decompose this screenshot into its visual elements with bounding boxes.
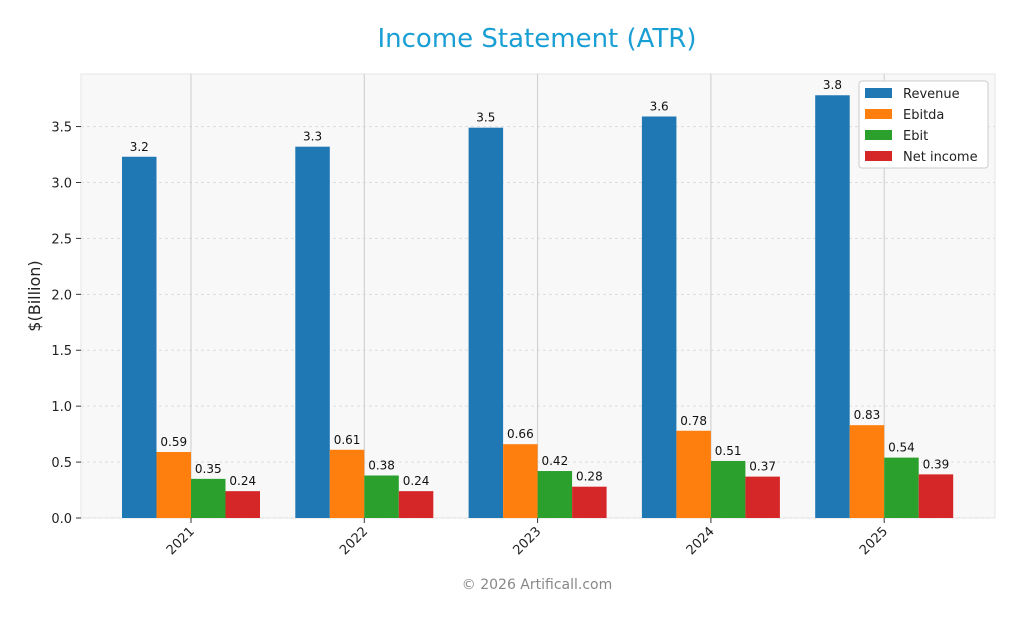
- y-tick-label: 0.5: [51, 456, 72, 471]
- bar-ebitda: [503, 444, 538, 518]
- x-tick-label: 2021: [164, 524, 198, 558]
- bar-revenue: [468, 127, 504, 518]
- data-label: 3.2: [130, 140, 149, 154]
- bar-ebitda: [676, 430, 711, 518]
- bar-net-income: [572, 486, 607, 518]
- footer-copyright: © 2026 Artificall.com: [462, 577, 612, 593]
- data-label: 0.66: [507, 427, 534, 441]
- legend: Revenue Ebitda Ebit Net income: [858, 80, 989, 169]
- legend-label: Revenue: [903, 87, 960, 102]
- bar-revenue: [641, 116, 677, 518]
- bar-ebitda: [849, 425, 885, 518]
- data-label: 0.37: [749, 460, 776, 474]
- bar-ebitda: [329, 449, 365, 518]
- data-label: 0.61: [334, 433, 361, 447]
- x-tick-label: 2023: [510, 524, 544, 558]
- data-label: 0.54: [888, 441, 915, 455]
- x-tick-label: 2022: [337, 524, 371, 558]
- data-label: 0.83: [854, 408, 881, 422]
- chart-title: Income Statement (ATR): [377, 24, 696, 54]
- legend-label: Ebitda: [903, 108, 944, 123]
- data-label: 0.59: [160, 435, 187, 449]
- legend-box: [858, 80, 989, 169]
- bar-net-income: [398, 491, 434, 518]
- data-label: 3.5: [476, 111, 495, 125]
- legend-label: Net income: [903, 150, 978, 165]
- y-tick-label: 1.5: [51, 344, 72, 359]
- y-tick-label: 3.0: [51, 176, 72, 191]
- data-label: 0.24: [229, 474, 256, 488]
- y-tick-label: 0.0: [51, 512, 72, 527]
- bar-ebit: [710, 460, 746, 518]
- y-tick-label: 2.5: [51, 232, 72, 247]
- data-label: 0.39: [923, 457, 950, 471]
- bar-ebit: [364, 475, 399, 518]
- bar-net-income: [225, 491, 260, 518]
- data-label: 0.35: [195, 462, 222, 476]
- data-label: 3.8: [823, 78, 842, 92]
- data-label: 3.6: [650, 99, 669, 113]
- data-label: 0.51: [715, 444, 742, 458]
- bar-ebit: [884, 457, 919, 518]
- bar-ebitda: [156, 452, 191, 518]
- data-label: 0.24: [403, 474, 430, 488]
- bar-revenue: [122, 156, 157, 518]
- data-label: 0.42: [541, 454, 568, 468]
- y-tick-label: 1.0: [51, 400, 72, 415]
- bars: 3.2 0.59 0.35 0.24 3.3 0.61 0.38 0.24 3.5 0.66 0.4…: [122, 78, 954, 519]
- bar-ebit: [537, 471, 573, 518]
- data-label: 0.38: [368, 459, 395, 473]
- bar-revenue: [815, 95, 850, 519]
- legend-swatch: [865, 109, 892, 119]
- bar-net-income: [918, 474, 954, 518]
- legend-swatch: [865, 130, 892, 140]
- y-tick-label: 3.5: [51, 121, 72, 136]
- legend-swatch: [865, 88, 892, 98]
- legend-swatch: [865, 151, 892, 161]
- x-tick-label: 2025: [857, 524, 891, 558]
- bar-revenue: [295, 146, 330, 518]
- legend-label: Ebit: [903, 129, 928, 144]
- bar-ebit: [191, 478, 226, 518]
- x-tick-label: 2024: [684, 524, 718, 558]
- y-tick-label: 2.0: [51, 288, 72, 303]
- data-label: 0.28: [576, 470, 603, 484]
- data-label: 0.78: [680, 414, 707, 428]
- y-axis-label: $(Billion): [25, 260, 44, 331]
- bar-net-income: [745, 476, 780, 518]
- data-label: 3.3: [303, 130, 322, 144]
